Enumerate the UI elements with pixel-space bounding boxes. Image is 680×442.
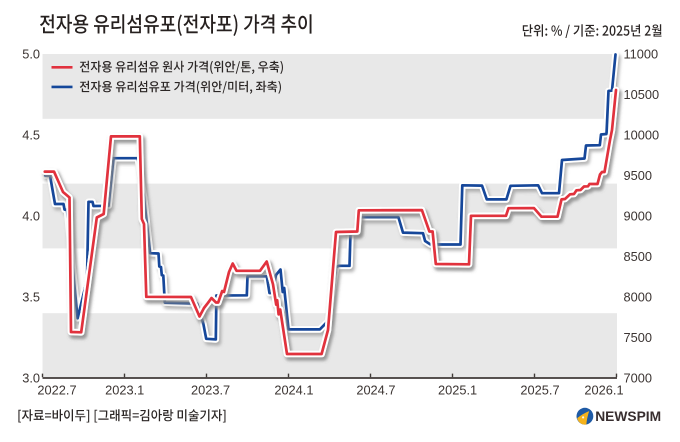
svg-text:7000: 7000 bbox=[624, 371, 652, 386]
svg-text:2023.7: 2023.7 bbox=[191, 383, 230, 398]
svg-text:10500: 10500 bbox=[624, 87, 660, 102]
svg-text:9500: 9500 bbox=[624, 168, 652, 183]
svg-text:8000: 8000 bbox=[624, 290, 652, 305]
svg-text:NEWSPIM: NEWSPIM bbox=[595, 409, 661, 424]
svg-text:2025.1: 2025.1 bbox=[438, 383, 477, 398]
svg-text:4.5: 4.5 bbox=[22, 128, 40, 143]
svg-text:4.0: 4.0 bbox=[22, 209, 40, 224]
svg-text:2022.7: 2022.7 bbox=[37, 383, 76, 398]
svg-text:3.5: 3.5 bbox=[22, 290, 40, 305]
svg-text:2023.1: 2023.1 bbox=[105, 383, 144, 398]
svg-text:9000: 9000 bbox=[624, 209, 652, 224]
svg-text:2024.1: 2024.1 bbox=[274, 383, 313, 398]
svg-text:2026.1: 2026.1 bbox=[584, 383, 623, 398]
svg-text:3.0: 3.0 bbox=[22, 371, 40, 386]
svg-text:2025.7: 2025.7 bbox=[520, 383, 559, 398]
svg-text:11000: 11000 bbox=[624, 47, 659, 62]
svg-text:2024.7: 2024.7 bbox=[356, 383, 395, 398]
svg-text:5.0: 5.0 bbox=[22, 47, 40, 62]
svg-text:8500: 8500 bbox=[624, 249, 652, 264]
svg-text:7500: 7500 bbox=[624, 330, 652, 345]
svg-text:10000: 10000 bbox=[624, 128, 660, 143]
